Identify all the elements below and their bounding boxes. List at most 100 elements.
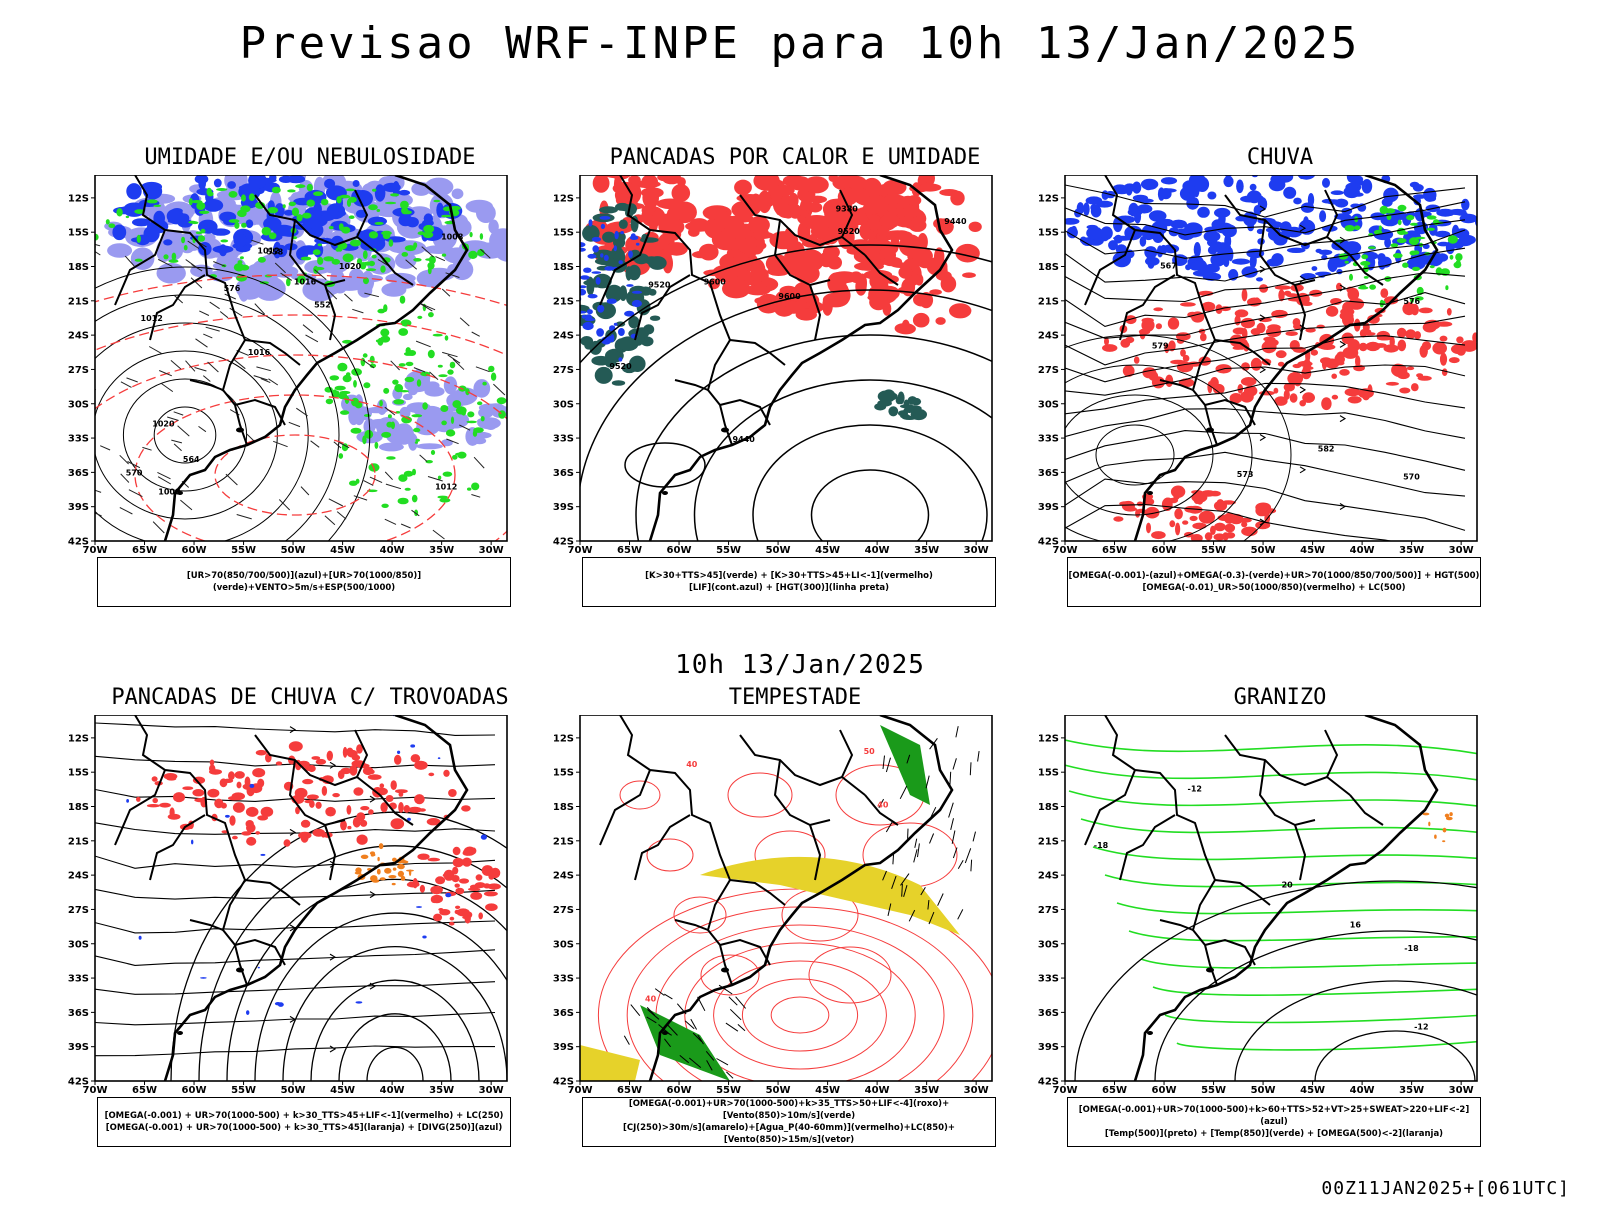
field-blob xyxy=(1331,190,1344,195)
lon-label: 40W xyxy=(380,545,405,556)
field-blob xyxy=(379,843,384,849)
field-blob xyxy=(200,977,207,979)
map-area: 1012101210081016102010081012101610205765… xyxy=(65,175,517,561)
field-blob xyxy=(386,795,394,802)
field-blob xyxy=(404,805,410,813)
field-blob xyxy=(391,780,397,790)
field-blob xyxy=(191,840,193,845)
field-blob xyxy=(626,284,633,287)
field-blob xyxy=(1180,349,1186,357)
field-blob xyxy=(882,257,902,267)
field-blob xyxy=(1406,215,1414,220)
field-blob xyxy=(413,258,421,262)
field-blob xyxy=(386,456,396,460)
lat-label: 33S xyxy=(553,974,574,985)
lat-label: 24S xyxy=(1038,331,1059,342)
map-plot: -12-12-18-18162012S15S18S21S24S27S30S33S… xyxy=(1035,715,1487,1101)
field-blob xyxy=(376,340,380,343)
field-blob xyxy=(583,268,591,273)
lon-label: 50W xyxy=(1251,545,1276,556)
field-blob xyxy=(898,266,912,279)
field-blob xyxy=(1414,331,1421,339)
field-blob xyxy=(601,224,605,229)
field-blob xyxy=(1153,307,1163,311)
lon-label: 30W xyxy=(479,545,504,556)
lon-label: 65W xyxy=(1102,545,1127,556)
field-blob xyxy=(393,868,397,871)
field-blob xyxy=(317,257,323,265)
field-blob xyxy=(163,239,172,245)
legend-line: [Temp(500)](preto) + [Temp(850)](verde) … xyxy=(1105,1128,1443,1140)
lat-label: 24S xyxy=(68,331,89,342)
field-blob xyxy=(485,903,498,911)
field-blob xyxy=(1201,490,1216,497)
field-blob xyxy=(640,237,659,243)
field-blob xyxy=(379,400,383,406)
field-blob xyxy=(313,191,323,196)
field-blob xyxy=(1368,246,1376,249)
field-blob xyxy=(1288,381,1295,389)
field-blob xyxy=(321,199,328,206)
field-blob xyxy=(699,244,719,261)
field-blob xyxy=(1161,177,1177,184)
field-blob xyxy=(241,194,246,201)
lat-label: 24S xyxy=(553,871,574,882)
lon-label: 50W xyxy=(766,1085,791,1096)
lon-label: 55W xyxy=(716,545,741,556)
lat-label: 30S xyxy=(68,399,89,410)
field-blob xyxy=(313,249,321,255)
field-blob xyxy=(455,453,462,456)
lat-label: 24S xyxy=(68,871,89,882)
contour-label: 570 xyxy=(126,468,143,477)
field-blob xyxy=(1124,507,1137,512)
field-blob xyxy=(650,316,660,321)
field-blob xyxy=(1425,188,1434,201)
field-blob xyxy=(309,200,314,204)
field-blob xyxy=(484,891,498,896)
field-blob xyxy=(235,771,245,779)
field-blob xyxy=(1302,392,1315,403)
lon-label: 45W xyxy=(330,545,355,556)
field-blob xyxy=(424,213,433,224)
field-blob xyxy=(1442,368,1448,376)
field-blob xyxy=(126,799,129,803)
field-blob xyxy=(229,191,238,198)
field-blob xyxy=(488,873,494,880)
field-blob xyxy=(748,216,770,234)
field-blob xyxy=(467,411,474,417)
field-blob xyxy=(357,835,368,845)
field-blob xyxy=(383,388,389,394)
field-blob xyxy=(1262,341,1277,353)
field-blob xyxy=(339,453,344,459)
field-blob xyxy=(754,297,770,304)
field-blob xyxy=(441,215,452,218)
field-blob xyxy=(408,881,414,886)
field-blob xyxy=(301,820,310,828)
field-blob xyxy=(1411,383,1419,391)
lat-label: 21S xyxy=(1038,296,1059,307)
field-blob xyxy=(441,421,447,426)
field-blob xyxy=(351,398,359,407)
lon-label: 35W xyxy=(429,1085,454,1096)
field-blob xyxy=(1369,284,1376,289)
field-blob xyxy=(618,328,625,336)
field-blob xyxy=(619,219,628,229)
field-blob xyxy=(1362,179,1373,194)
lake xyxy=(662,1031,668,1035)
panel-title: PANCADAS DE CHUVA C/ TROVOADAS xyxy=(95,685,525,710)
field-blob xyxy=(332,793,340,797)
field-blob xyxy=(410,744,415,747)
lat-label: 18S xyxy=(68,802,89,813)
map-plot: 4050404012S15S18S21S24S27S30S33S36S39S42… xyxy=(550,715,1002,1101)
lon-label: 55W xyxy=(231,545,256,556)
field-blob xyxy=(398,498,409,505)
field-blob xyxy=(1190,516,1198,521)
field-blob xyxy=(1142,318,1154,323)
field-blob xyxy=(385,273,415,284)
field-blob xyxy=(398,871,404,877)
field-blob xyxy=(1293,198,1302,205)
field-blob xyxy=(283,204,286,208)
field-blob xyxy=(1168,498,1178,504)
field-blob xyxy=(400,201,409,209)
